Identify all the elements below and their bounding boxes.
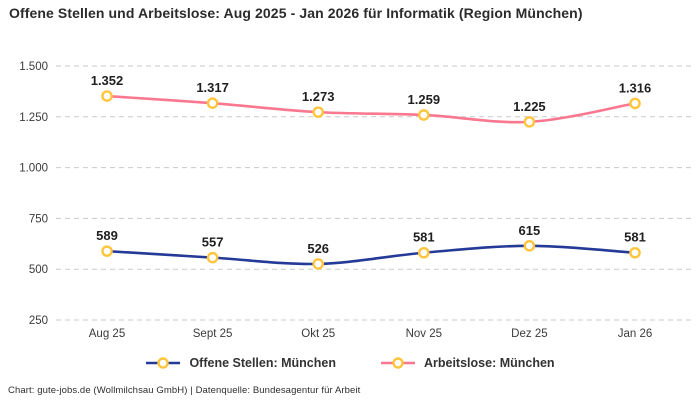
- data-point-marker[interactable]: [101, 245, 113, 257]
- y-axis-tick-label: 1.250: [19, 112, 48, 124]
- x-axis-tick-label: Sept 25: [193, 328, 233, 340]
- data-point-value-label: 526: [307, 241, 329, 256]
- data-point-marker[interactable]: [523, 116, 536, 128]
- data-point-value-label: 1.352: [91, 73, 124, 88]
- data-point-value-label: 581: [624, 230, 646, 245]
- series-line-arbeitslose: [105, 94, 637, 124]
- data-point-value-label: 581: [413, 230, 435, 245]
- line-chart: 250 500 750 1.000 1.250 1.500 Aug 25 Sept 25 Okt…: [19, 61, 693, 340]
- data-point-marker[interactable]: [629, 246, 641, 259]
- data-point-marker[interactable]: [629, 97, 641, 110]
- data-point-value-label: 615: [519, 223, 541, 238]
- legend-line-marker-icon: [380, 357, 415, 369]
- data-point-value-label: 1.316: [619, 80, 652, 95]
- x-axis-tick-label: Jan 26: [618, 328, 653, 340]
- data-point-marker[interactable]: [523, 240, 536, 252]
- data-point-value-label: 1.317: [196, 80, 229, 95]
- legend-item-offene-stellen: Offene Stellen: München: [145, 356, 336, 370]
- data-point-value-label: 1.259: [408, 92, 441, 107]
- legend-item-arbeitslose: Arbeitslose: München: [380, 356, 555, 370]
- y-axis-tick-label: 1.500: [19, 61, 48, 73]
- legend-label: Arbeitslose: München: [423, 356, 555, 370]
- data-point-value-label: 557: [202, 235, 224, 250]
- y-axis-tick-label: 500: [29, 264, 48, 276]
- legend-line-marker-icon: [146, 357, 181, 369]
- data-point-value-label: 1.225: [513, 99, 546, 114]
- data-point-marker[interactable]: [206, 97, 219, 109]
- x-axis-tick-label: Aug 25: [89, 328, 125, 340]
- data-point-value-label: 1.273: [302, 89, 335, 104]
- data-point-marker[interactable]: [417, 246, 430, 259]
- y-axis-tick-label: 750: [29, 213, 48, 225]
- chart-title: Offene Stellen und Arbeitslose: Aug 2025…: [9, 5, 583, 21]
- data-point-marker[interactable]: [417, 109, 430, 121]
- y-axis-tick-label: 1.000: [19, 163, 48, 175]
- data-point-marker[interactable]: [312, 106, 325, 118]
- chart-legend: Offene Stellen: München Arbeitslose: Mün…: [0, 356, 700, 370]
- data-point-marker[interactable]: [206, 251, 219, 264]
- data-point-marker[interactable]: [312, 258, 325, 270]
- x-axis-tick-label: Okt 25: [301, 328, 335, 340]
- x-axis-tick-label: Nov 25: [406, 328, 442, 340]
- data-point-marker[interactable]: [101, 90, 113, 102]
- data-point-value-label: 589: [96, 228, 118, 243]
- legend-label: Offene Stellen: München: [189, 356, 336, 370]
- y-axis-tick-label: 250: [29, 315, 48, 327]
- footer-credit: Chart: gute-jobs.de (Wollmilchsau GmbH) …: [8, 385, 361, 396]
- series-line-offene-stellen: [105, 244, 637, 266]
- x-axis-tick-label: Dez 25: [511, 328, 547, 340]
